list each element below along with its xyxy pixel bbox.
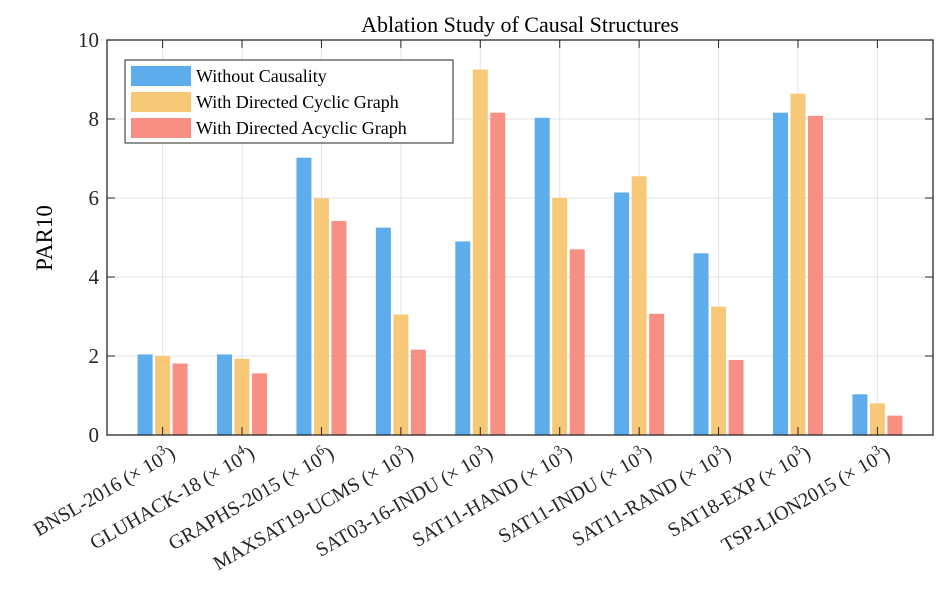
bar xyxy=(137,354,153,435)
bar xyxy=(614,192,630,435)
bar xyxy=(455,241,471,435)
bar xyxy=(375,227,391,435)
bar xyxy=(869,403,885,435)
legend-label: With Directed Cyclic Graph xyxy=(196,92,399,112)
legend-swatch xyxy=(131,118,191,138)
axes-box xyxy=(106,39,934,436)
bar xyxy=(693,253,709,435)
bar xyxy=(649,313,665,435)
bar xyxy=(331,220,347,435)
y-tick-label: 0 xyxy=(89,423,100,447)
legend-label: Without Causality xyxy=(196,66,327,86)
bar xyxy=(790,93,806,435)
legend-swatch xyxy=(131,92,191,112)
bar xyxy=(296,157,312,435)
bar xyxy=(772,112,788,436)
legend: Without Causality With Directed Cyclic Gr… xyxy=(124,59,454,144)
bar xyxy=(252,373,268,435)
legend-swatch xyxy=(131,66,191,86)
chart-title: Ablation Study of Causal Structures xyxy=(361,12,679,37)
bar xyxy=(172,363,188,435)
bar xyxy=(552,198,568,435)
bar xyxy=(234,358,250,435)
legend-label: With Directed Acyclic Graph xyxy=(196,118,407,138)
bar xyxy=(410,349,426,435)
bar xyxy=(569,249,585,435)
bar xyxy=(852,394,868,435)
y-tick-label: 2 xyxy=(89,344,100,368)
bar xyxy=(534,117,550,435)
bar xyxy=(155,356,171,435)
bar xyxy=(728,359,744,435)
y-tick-label: 8 xyxy=(89,107,100,131)
category-name: SAT11-RAND (× 10 xyxy=(568,449,723,551)
bar xyxy=(711,306,727,435)
bar xyxy=(472,69,488,435)
y-tick-label: 4 xyxy=(89,265,100,289)
bar xyxy=(807,115,823,435)
bar xyxy=(313,198,329,435)
bar xyxy=(217,354,233,435)
bar xyxy=(887,415,903,435)
bar xyxy=(393,314,409,435)
y-tick-label: 6 xyxy=(89,186,100,210)
bar xyxy=(631,176,647,435)
y-axis-label: PAR10 xyxy=(32,205,57,271)
bar xyxy=(490,112,506,436)
category-name: SAT11-HAND (× 10 xyxy=(409,449,565,552)
y-tick-label: 10 xyxy=(78,28,99,52)
